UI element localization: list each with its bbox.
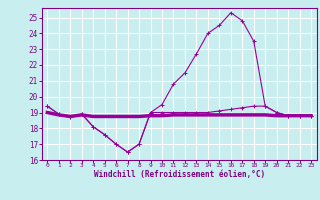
X-axis label: Windchill (Refroidissement éolien,°C): Windchill (Refroidissement éolien,°C) (94, 170, 265, 179)
